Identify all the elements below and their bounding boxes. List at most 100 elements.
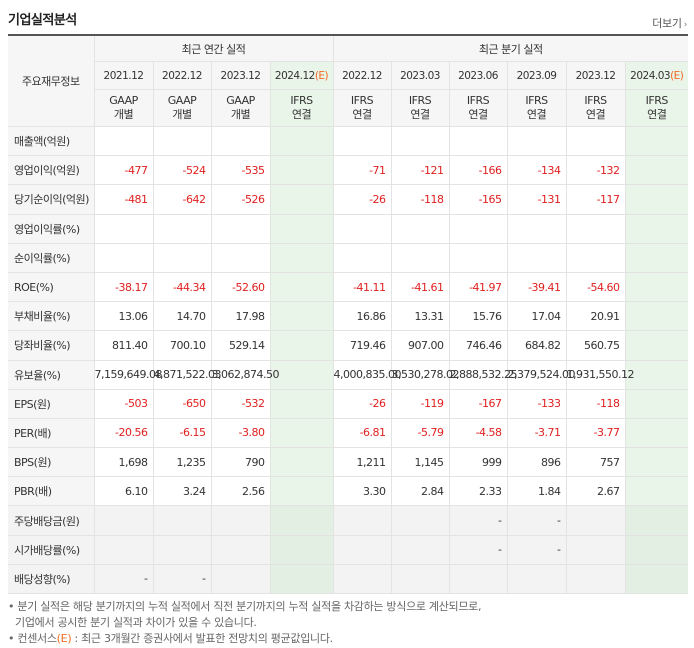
row-label: 주당배당금(원) xyxy=(8,505,95,536)
table-cell xyxy=(210,534,271,565)
table-cell xyxy=(624,447,689,478)
table-cell xyxy=(93,213,154,244)
table-cell: -642 xyxy=(152,184,212,215)
table-cell xyxy=(269,301,334,332)
table-cell: 757 xyxy=(565,447,626,478)
table-cell: -134 xyxy=(506,155,567,186)
table-cell: 6.10 xyxy=(93,476,154,507)
table-cell: 4,000,835.00 xyxy=(332,359,402,390)
table-cell: -3.71 xyxy=(506,417,567,449)
row-label: 영업이익(억원) xyxy=(8,155,95,186)
table-cell: 16.86 xyxy=(332,301,392,332)
row-label: 당좌비율(%) xyxy=(8,330,95,361)
table-cell: 17.98 xyxy=(210,301,271,332)
table-cell xyxy=(390,563,450,595)
table-cell xyxy=(565,534,626,565)
table-cell: -524 xyxy=(152,155,212,186)
table-cell: 15.76 xyxy=(448,301,508,332)
table-cell: 2.84 xyxy=(390,476,450,507)
table-cell xyxy=(269,213,334,244)
table-cell: -532 xyxy=(210,388,271,419)
table-cell: -41.61 xyxy=(390,271,450,303)
table-cell xyxy=(448,242,508,273)
table-cell xyxy=(565,563,626,595)
period-header: 2022.12 xyxy=(152,61,212,90)
table-cell: -119 xyxy=(390,388,450,419)
table-cell xyxy=(269,271,334,303)
table-cell xyxy=(624,126,689,157)
more-link[interactable]: 더보기 › xyxy=(652,15,687,31)
table-cell xyxy=(624,388,689,419)
table-cell: -39.41 xyxy=(506,271,567,303)
table-cell xyxy=(152,242,212,273)
table-cell xyxy=(269,388,334,419)
table-cell xyxy=(269,126,334,157)
row-label: 영업이익률(%) xyxy=(8,213,95,244)
table-cell xyxy=(269,534,334,565)
table-cell xyxy=(332,213,392,244)
table-cell xyxy=(269,563,334,595)
table-cell: -167 xyxy=(448,388,508,419)
table-cell xyxy=(269,155,334,186)
table-cell xyxy=(624,505,689,536)
table-cell: -20.56 xyxy=(93,417,154,449)
table-cell xyxy=(332,534,392,565)
table-cell: -26 xyxy=(332,388,392,419)
table-cell: 3.24 xyxy=(152,476,212,507)
table-cell xyxy=(210,213,271,244)
table-cell xyxy=(624,417,689,449)
row-label: EPS(원) xyxy=(8,388,95,419)
table-cell: 17.04 xyxy=(506,301,567,332)
table-cell: 560.75 xyxy=(565,330,626,361)
table-cell: 3,530,278.02 xyxy=(390,359,460,390)
standard-header: IFRS 연결 xyxy=(269,89,334,127)
table-cell xyxy=(152,534,212,565)
table-cell: -52.60 xyxy=(210,271,271,303)
table-cell xyxy=(269,330,334,361)
table-cell: - xyxy=(506,505,567,536)
table-cell: - xyxy=(152,563,212,595)
standard-header: IFRS 연결 xyxy=(448,89,508,127)
table-cell xyxy=(448,213,508,244)
table-cell: -26 xyxy=(332,184,392,215)
row-label: 부채비율(%) xyxy=(8,301,95,332)
table-cell: 1.84 xyxy=(506,476,567,507)
table-cell: 529.14 xyxy=(210,330,271,361)
annual-group-header: 최근 연간 실적 xyxy=(93,35,334,62)
table-row: 주당배당금(원) - - xyxy=(8,505,689,536)
table-cell: 684.82 xyxy=(506,330,567,361)
table-cell xyxy=(565,213,626,244)
table-cell: -54.60 xyxy=(565,271,626,303)
table-cell: 13.06 xyxy=(93,301,154,332)
table-cell: -132 xyxy=(565,155,626,186)
table-cell xyxy=(269,417,334,449)
table-cell: 719.46 xyxy=(332,330,392,361)
table-cell xyxy=(269,447,334,478)
table-cell: 1,211 xyxy=(332,447,392,478)
table-cell: - xyxy=(93,563,154,595)
table-cell: -6.81 xyxy=(332,417,392,449)
period-header: 2023.12 xyxy=(210,61,271,90)
table-cell: 2,379,524.00 xyxy=(506,359,576,390)
row-label: 유보율(%) xyxy=(8,359,95,390)
table-cell xyxy=(269,242,334,273)
table-cell: -41.97 xyxy=(448,271,508,303)
table-cell: 790 xyxy=(210,447,271,478)
table-cell xyxy=(390,505,450,536)
table-row: 유보율(%) 7,159,649.08 4,871,522.03 3,062,874.… xyxy=(8,359,689,390)
footnotes: • 분기 실적은 해당 분기까지의 누적 실적에서 직전 분기까지의 누적 실적… xyxy=(8,599,482,647)
table-cell xyxy=(332,505,392,536)
table-cell xyxy=(565,242,626,273)
table-cell: 2.67 xyxy=(565,476,626,507)
table-cell xyxy=(152,126,212,157)
table-cell: 2,888,532.25 xyxy=(448,359,518,390)
period-header: 2024.12(E) xyxy=(269,61,334,90)
table-cell: - xyxy=(448,534,508,565)
row-label: 시가배당률(%) xyxy=(8,534,95,565)
table-cell: 700.10 xyxy=(152,330,212,361)
row-label: PBR(배) xyxy=(8,476,95,507)
table-cell xyxy=(624,213,689,244)
table-cell xyxy=(624,155,689,186)
table-row: 당좌비율(%) 811.40 700.10 529.14 719.46 907.00 746… xyxy=(8,330,689,361)
table-cell: 811.40 xyxy=(93,330,154,361)
